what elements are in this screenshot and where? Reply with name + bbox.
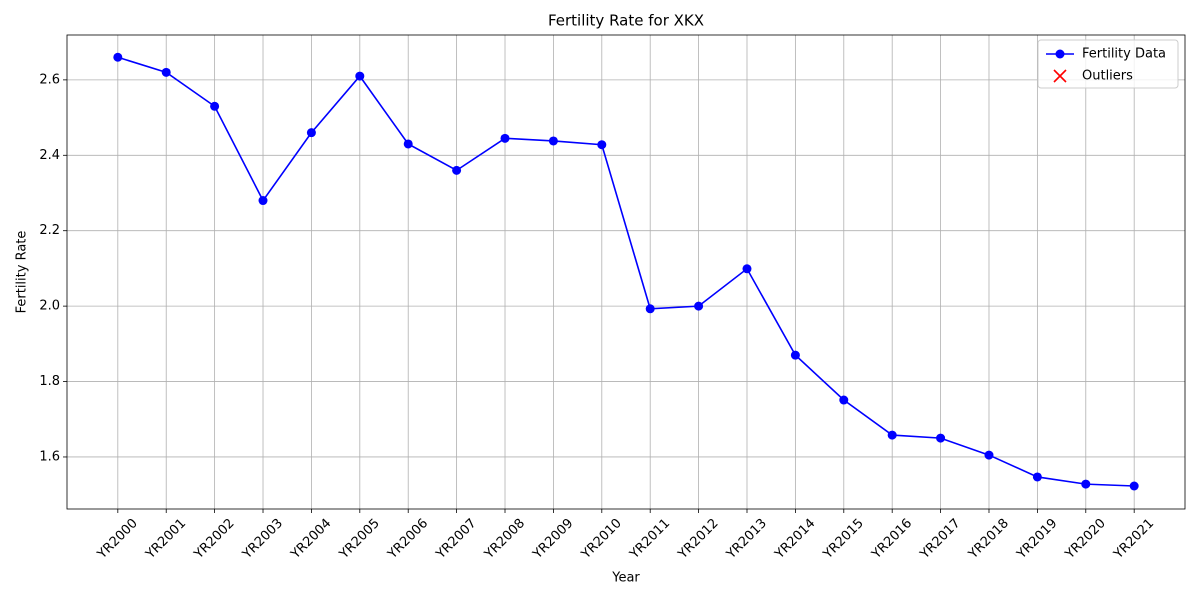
x-tick-label: YR2004	[288, 516, 335, 563]
x-axis-label: Year	[611, 571, 640, 586]
x-tick-label: YR2021	[1110, 516, 1157, 563]
legend-box	[1037, 39, 1179, 89]
data-point	[984, 450, 994, 460]
x-tick-label: YR2003	[239, 516, 286, 563]
data-point	[1129, 481, 1139, 491]
x-tick-label: YR2020	[1062, 516, 1109, 563]
x-tick-label: YR2017	[917, 516, 964, 563]
x-tick-label: YR2002	[191, 516, 238, 563]
data-point	[790, 350, 800, 360]
x-tick-label: YR2001	[143, 516, 190, 563]
x-tick-label: YR2000	[94, 516, 141, 563]
legend-label: Fertility Data	[1082, 47, 1166, 62]
x-tick-label: YR2018	[965, 516, 1012, 563]
y-tick-label: 1.8	[39, 374, 60, 389]
x-tick-label: YR2016	[868, 516, 915, 563]
data-point	[452, 165, 462, 175]
y-tick-label: 2.0	[39, 299, 60, 314]
legend-marker-stroke	[1053, 69, 1067, 83]
data-point	[403, 139, 413, 149]
legend-label: Outliers	[1082, 69, 1133, 84]
x-tick-label: YR2006	[384, 516, 431, 563]
data-point	[645, 304, 655, 314]
data-point	[1032, 472, 1042, 482]
data-point	[355, 71, 365, 81]
x-tick-label: YR2013	[723, 516, 770, 563]
x-tick-label: YR2008	[481, 516, 528, 563]
plot-frame	[66, 34, 1186, 510]
data-point	[1081, 479, 1091, 489]
data-point	[258, 196, 268, 206]
legend-marker	[1053, 69, 1067, 83]
data-point	[597, 140, 607, 150]
chart-title: Fertility Rate for XKX	[548, 12, 704, 30]
y-tick-label: 2.2	[39, 223, 60, 238]
data-point	[306, 128, 316, 138]
data-point	[742, 264, 752, 274]
x-tick-label: YR2009	[530, 516, 577, 563]
data-point	[113, 52, 123, 62]
legend-marker	[1055, 49, 1065, 59]
y-tick-label: 2.4	[39, 148, 60, 163]
data-point	[694, 301, 704, 311]
series-line	[117, 56, 1135, 487]
data-point	[500, 133, 510, 143]
x-tick-label: YR2005	[336, 516, 383, 563]
data-point	[839, 395, 849, 405]
data-point	[548, 136, 558, 146]
y-tick-label: 2.6	[39, 72, 60, 87]
data-point	[887, 430, 897, 440]
x-tick-label: YR2015	[820, 516, 867, 563]
x-tick-label: YR2007	[433, 516, 480, 563]
data-point	[210, 101, 220, 111]
x-tick-label: YR2014	[772, 516, 819, 563]
x-tick-label: YR2019	[1014, 516, 1061, 563]
x-tick-label: YR2011	[626, 516, 673, 563]
y-axis-label: Fertility Rate	[15, 231, 30, 314]
x-tick-label: YR2012	[675, 516, 722, 563]
data-point	[936, 433, 946, 443]
y-tick-label: 1.6	[39, 449, 60, 464]
data-point	[161, 67, 171, 77]
x-tick-label: YR2010	[578, 516, 625, 563]
